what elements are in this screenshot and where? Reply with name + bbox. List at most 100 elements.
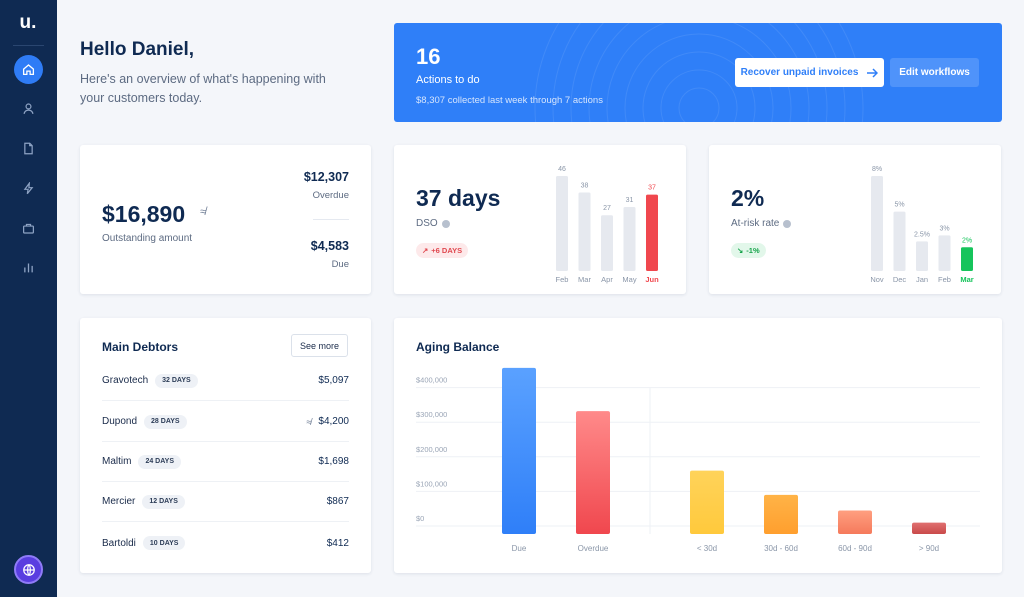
edit-workflows-button[interactable]: Edit workflows (890, 58, 979, 87)
days-badge: 10 DAYS (142, 536, 186, 550)
at-risk-chart: 8% Nov 5% Dec 2.5% Jan 3% Feb 2% Mar (870, 166, 973, 284)
at-risk-label: At-risk rate (731, 218, 780, 229)
x-tick-label: Apr (601, 275, 613, 284)
y-tick-label: $400,000 (416, 376, 447, 385)
chart-bar (556, 176, 568, 271)
debtor-row[interactable]: Bartoldi 10 DAYS $412 (102, 523, 349, 563)
debtor-row[interactable]: Dupond 28 DAYS ≉ $4,200 (102, 402, 349, 442)
x-tick-label: Due (512, 544, 527, 553)
sidebar-item-invoices[interactable] (14, 134, 43, 163)
bar-value-label: 37 (648, 185, 656, 192)
chart-bar (912, 522, 946, 534)
main-debtors-card: Main Debtors See more Gravotech 32 DAYS … (80, 318, 371, 573)
sidebar-item-reports[interactable] (14, 253, 43, 282)
user-icon (23, 103, 34, 114)
chart-bar (764, 494, 798, 534)
dso-label-row: DSO (416, 218, 450, 229)
at-risk-value: 2% (731, 185, 765, 211)
aging-balance-title: Aging Balance (416, 340, 500, 354)
x-tick-label: 60d - 90d (838, 544, 872, 553)
approx-icon: ≉ (306, 416, 312, 427)
x-tick-label: Jun (645, 275, 659, 284)
debtor-row[interactable]: Mercier 12 DAYS $867 (102, 482, 349, 522)
info-icon[interactable] (441, 219, 450, 228)
bar-value-label: 5% (894, 202, 904, 209)
recover-invoices-button[interactable]: Recover unpaid invoices (735, 58, 884, 87)
x-tick-label: Mar (960, 275, 973, 284)
debtor-name: Mercier (102, 496, 136, 507)
arrow-up-right-icon: ↗ (422, 246, 429, 255)
at-risk-trend: -1% (746, 246, 760, 255)
bar-value-label: 2% (962, 237, 972, 244)
lightning-icon (23, 182, 34, 195)
chart-bar (576, 411, 610, 534)
x-tick-label: Jan (916, 275, 928, 284)
briefcase-icon (23, 223, 34, 234)
x-tick-label: 30d - 60d (764, 544, 798, 553)
debtor-name: Gravotech (102, 375, 149, 386)
bar-value-label: 27 (603, 205, 611, 212)
debtor-amount: $5,097 (318, 375, 349, 386)
overdue-label: Overdue (312, 190, 349, 201)
bar-value-label: 8% (872, 166, 882, 173)
outstanding-card: $16,890 ≉ Outstanding amount $12,307 Ove… (80, 145, 371, 294)
bar-value-label: 3% (939, 225, 949, 232)
chart-bar (938, 235, 951, 271)
x-tick-label: Dec (893, 275, 907, 284)
arrow-down-right-icon: ↘ (737, 246, 744, 255)
days-badge: 28 DAYS (144, 414, 187, 429)
sidebar-item-home[interactable] (14, 55, 43, 84)
chart-bar (502, 367, 536, 534)
dso-trend-badge: ↗ +6 DAYS (416, 243, 469, 258)
actions-count: 16 (416, 44, 441, 69)
x-tick-label: > 90d (919, 544, 939, 553)
due-label: Due (331, 259, 349, 270)
recover-invoices-label: Recover unpaid invoices (740, 67, 859, 78)
sidebar: u. (0, 0, 57, 597)
at-risk-card: 2% At-risk rate ↘ -1% 8% Nov 5% Dec 2.5% Jan 3… (709, 145, 1001, 294)
bar-value-label: 31 (626, 197, 634, 204)
approx-icon: ≉ (200, 206, 207, 218)
y-tick-label: $0 (416, 514, 424, 523)
page-subtitle: Here's an overview of what's happening w… (80, 72, 326, 105)
sidebar-item-customers[interactable] (14, 94, 43, 123)
debtor-row[interactable]: Maltim 24 DAYS $1,698 (102, 442, 349, 482)
chart-bar (916, 241, 928, 271)
see-more-button[interactable]: See more (291, 334, 348, 357)
debtor-row[interactable]: Gravotech 32 DAYS $5,097 (102, 361, 349, 401)
bar-value-label: 2.5% (914, 231, 930, 238)
days-badge: 12 DAYS (142, 494, 185, 509)
x-tick-label: Mar (578, 275, 591, 284)
at-risk-trend-badge: ↘ -1% (731, 243, 766, 258)
y-tick-label: $300,000 (416, 410, 447, 419)
y-tick-label: $100,000 (416, 479, 447, 488)
debtor-amount: $412 (326, 537, 349, 549)
dso-chart: 46 Feb 38 Mar 27 Apr 31 May 37 Jun (556, 166, 660, 284)
sidebar-item-workflows[interactable] (14, 174, 43, 203)
chart-bar (623, 206, 636, 271)
x-tick-label: Feb (556, 275, 569, 284)
dso-label: DSO (416, 218, 438, 229)
chart-bar (893, 211, 906, 271)
dso-trend: +6 DAYS (431, 246, 463, 255)
outstanding-label: Outstanding amount (102, 233, 193, 244)
x-tick-label: Nov (870, 275, 884, 284)
globe-icon (22, 563, 35, 576)
x-tick-label: Feb (938, 275, 951, 284)
dso-card: 37 days DSO ↗ +6 DAYS 46 Feb 38 Mar 27 Apr 31 M… (394, 145, 686, 294)
info-icon[interactable] (783, 219, 792, 228)
dso-value: 37 days (416, 185, 501, 211)
debtor-name: Bartoldi (102, 537, 136, 549)
chart-bar (871, 176, 883, 271)
chart-bar (578, 192, 591, 271)
sidebar-item-payments[interactable] (14, 214, 43, 243)
document-icon (24, 142, 33, 155)
sidebar-divider (13, 45, 44, 46)
app-logo[interactable]: u. (19, 12, 37, 33)
y-tick-label: $200,000 (416, 445, 447, 454)
actions-note: $8,307 collected last week through 7 act… (416, 95, 603, 106)
workspace-avatar[interactable] (14, 555, 43, 584)
days-badge: 32 DAYS (155, 373, 198, 388)
days-badge: 24 DAYS (138, 454, 181, 469)
chart-bar (690, 470, 724, 534)
